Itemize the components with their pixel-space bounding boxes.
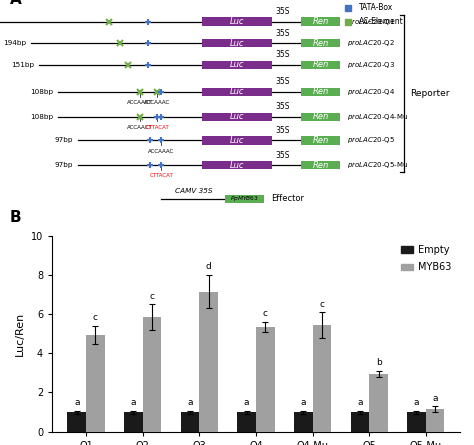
Text: d: d <box>206 263 211 271</box>
Bar <box>202 113 272 121</box>
Text: 35S: 35S <box>276 126 290 135</box>
Text: Ren: Ren <box>312 17 329 26</box>
Text: a: a <box>187 398 193 407</box>
Text: CAMV 35S: CAMV 35S <box>174 188 212 194</box>
Bar <box>86 335 105 432</box>
Legend: Empty, MYB63: Empty, MYB63 <box>397 241 455 276</box>
Text: 97bp: 97bp <box>55 138 73 143</box>
Text: Luc: Luc <box>230 161 244 170</box>
Text: c: c <box>93 313 98 322</box>
Bar <box>301 161 340 170</box>
Text: $\it{pro}$$\it{LAC20}$-Q2: $\it{pro}$$\it{LAC20}$-Q2 <box>347 38 395 48</box>
Text: a: a <box>357 398 363 407</box>
Bar <box>143 317 162 432</box>
Bar <box>301 39 340 47</box>
Y-axis label: Luc/Ren: Luc/Ren <box>15 312 25 356</box>
Bar <box>294 412 312 432</box>
Bar <box>301 17 340 26</box>
Text: Effector: Effector <box>272 194 304 203</box>
Text: 97bp: 97bp <box>55 162 73 168</box>
Bar <box>301 88 340 96</box>
Text: $\it{pro}$$\it{LAC20}$-Q4-Mu: $\it{pro}$$\it{LAC20}$-Q4-Mu <box>347 112 408 121</box>
Text: AC-Element: AC-Element <box>359 17 403 26</box>
Bar <box>202 88 272 96</box>
Text: 151bp: 151bp <box>11 62 34 68</box>
Text: Luc: Luc <box>230 17 244 26</box>
Text: a: a <box>301 398 306 407</box>
Text: a: a <box>244 398 249 407</box>
Bar <box>67 412 86 432</box>
Text: ACCAAAC: ACCAAAC <box>144 100 171 105</box>
Text: Ren: Ren <box>312 87 329 96</box>
Bar <box>312 325 331 432</box>
Text: a: a <box>414 398 419 407</box>
Text: 108bp: 108bp <box>30 113 54 120</box>
Text: 35S: 35S <box>276 151 290 160</box>
Text: $\it{pro}$$\it{LAC20}$-Q1: $\it{pro}$$\it{LAC20}$-Q1 <box>347 16 395 27</box>
Text: Luc: Luc <box>230 87 244 96</box>
Bar <box>407 412 426 432</box>
Text: b: b <box>376 358 382 368</box>
Bar <box>202 161 272 170</box>
Text: $\it{pro}$$\it{LAC20}$-Q5-Mu: $\it{pro}$$\it{LAC20}$-Q5-Mu <box>347 160 408 170</box>
Text: 35S: 35S <box>276 102 290 111</box>
Text: 35S: 35S <box>276 50 290 59</box>
Text: Reporter: Reporter <box>410 89 449 98</box>
Bar <box>202 17 272 26</box>
Text: 194bp: 194bp <box>3 40 27 46</box>
Bar <box>301 61 340 69</box>
Text: c: c <box>319 299 324 309</box>
Bar <box>202 136 272 145</box>
Bar <box>256 327 274 432</box>
Text: Luc: Luc <box>230 136 244 145</box>
Bar <box>369 374 388 432</box>
Text: c: c <box>263 309 268 319</box>
Bar <box>301 136 340 145</box>
Text: B: B <box>9 210 21 226</box>
Text: a: a <box>432 394 438 403</box>
Text: Ren: Ren <box>312 161 329 170</box>
Text: $\it{pro}$$\it{LAC20}$-Q3: $\it{pro}$$\it{LAC20}$-Q3 <box>347 60 395 70</box>
Bar <box>226 194 264 203</box>
Bar <box>237 412 256 432</box>
Bar <box>301 113 340 121</box>
Text: 35S: 35S <box>276 77 290 86</box>
Text: ACCAAAC: ACCAAAC <box>148 149 174 154</box>
Text: $\it{pro}$$\it{LAC20}$-Q5: $\it{pro}$$\it{LAC20}$-Q5 <box>347 135 395 146</box>
Text: Luc: Luc <box>230 61 244 69</box>
Text: 35S: 35S <box>276 28 290 37</box>
Text: Ren: Ren <box>312 61 329 69</box>
Bar <box>202 61 272 69</box>
Text: CTTACAT: CTTACAT <box>146 125 169 130</box>
Bar <box>202 39 272 47</box>
Text: ACCAACT: ACCAACT <box>127 125 153 130</box>
Text: Ren: Ren <box>312 39 329 48</box>
Text: 108bp: 108bp <box>30 89 54 95</box>
Text: a: a <box>74 398 80 407</box>
Bar <box>181 412 200 432</box>
Text: 35S: 35S <box>276 7 290 16</box>
Text: Ren: Ren <box>312 112 329 121</box>
Bar <box>426 409 445 432</box>
Text: A: A <box>9 0 21 7</box>
Text: ACCAACT: ACCAACT <box>127 100 153 105</box>
Bar <box>124 412 143 432</box>
Text: Luc: Luc <box>230 39 244 48</box>
Text: c: c <box>150 292 155 301</box>
Text: TATA-Box: TATA-Box <box>359 3 393 12</box>
Text: CTTACAT: CTTACAT <box>149 174 173 178</box>
Text: Luc: Luc <box>230 112 244 121</box>
Text: Ren: Ren <box>312 136 329 145</box>
Bar <box>350 412 369 432</box>
Bar <box>200 291 218 432</box>
Text: $\it{pro}$$\it{LAC20}$-Q4: $\it{pro}$$\it{LAC20}$-Q4 <box>347 87 395 97</box>
Text: a: a <box>131 398 136 407</box>
Text: $\it{PpMYB63}$: $\it{PpMYB63}$ <box>230 194 259 203</box>
